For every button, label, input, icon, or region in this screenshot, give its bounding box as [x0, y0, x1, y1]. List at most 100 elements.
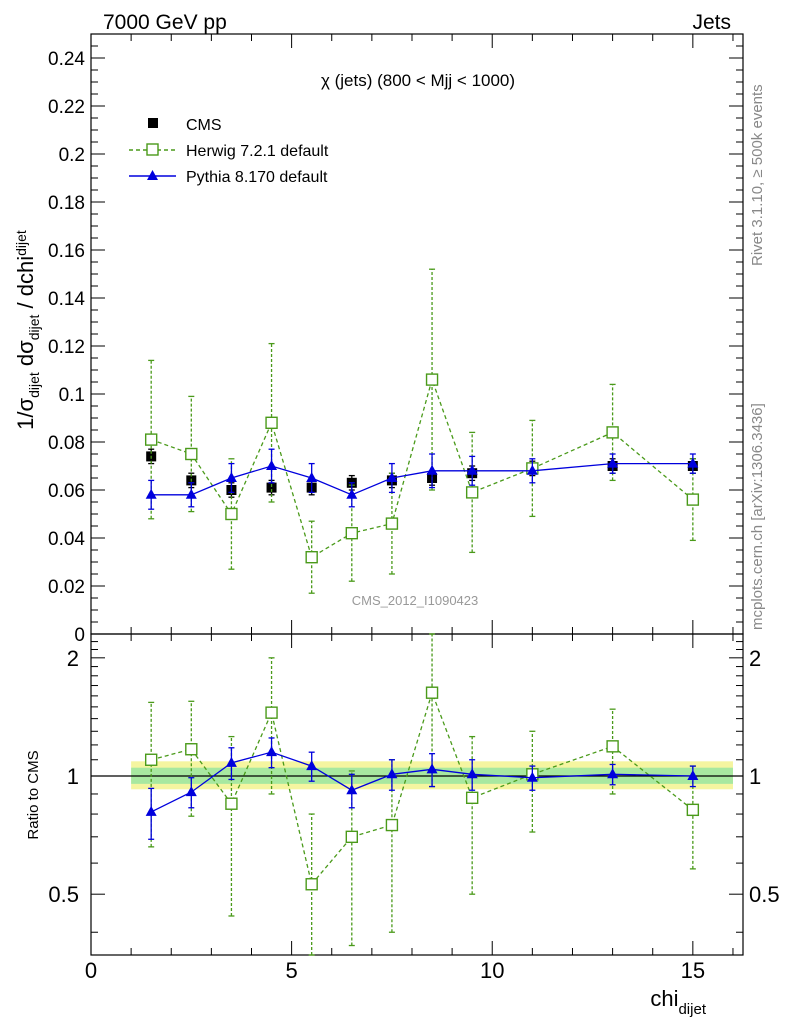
- main-pythia-point: [145, 488, 157, 499]
- legend-pythia-label: Pythia 8.170 default: [186, 169, 328, 186]
- main-y-tick-label: 0.2: [59, 145, 85, 166]
- main-y-tick-label: 0.14: [48, 289, 85, 310]
- ratio-pythia-point: [607, 768, 619, 779]
- ratio-pythia-point: [526, 771, 538, 782]
- main-herwig-point: [686, 493, 700, 506]
- y-label-part-1: 1/σ: [13, 397, 38, 429]
- rivet-note: Rivet 3.1.10, ≥ 500k events: [749, 84, 766, 266]
- main-herwig-line: [150, 377, 694, 559]
- ratio-panel: 0.5 0.5 1 1 2 2 0 5 10 15: [48, 633, 780, 983]
- ratio-pythia-point: [306, 760, 318, 771]
- ratio-pythia-point: [185, 786, 197, 797]
- ratio-pythia-point: [687, 770, 699, 781]
- y-label-sub-2: dijet: [26, 314, 42, 340]
- ratio-herwig-point: [225, 797, 238, 810]
- x-axis-label: chidijet: [650, 986, 706, 1018]
- main-y-tick-label: 0.1: [59, 385, 85, 406]
- ratio-herwig-point: [305, 878, 318, 891]
- ratio-pythia-point: [266, 746, 278, 757]
- main-pythia-point: [306, 472, 318, 482]
- ratio-pythia-point: [225, 756, 237, 767]
- main-herwig-point: [606, 426, 619, 439]
- main-y-tick-label: 0.18: [48, 193, 85, 214]
- x-tick-label: 15: [681, 958, 705, 983]
- main-y-tick-label: 0.12: [48, 337, 85, 358]
- ratio-y-axis-label: Ratio to CMS: [25, 750, 42, 839]
- main-y-tick-label: 0.16: [48, 241, 85, 262]
- ratio-y-tick-label-right: 0.5: [749, 882, 780, 907]
- x-tick-label: 0: [85, 958, 97, 983]
- main-herwig-point: [185, 447, 198, 461]
- header-right: Jets: [692, 11, 731, 34]
- main-herwig-point: [225, 507, 238, 521]
- ratio-pythia-line: [150, 751, 693, 813]
- y-label-sub-3: dijet: [13, 230, 29, 256]
- main-y-tick-label: 0.06: [48, 481, 85, 502]
- analysis-tag: CMS_2012_I1090423: [352, 593, 479, 608]
- main-y-tick-label: 0.02: [48, 577, 85, 598]
- legend-pythia-marker: [147, 170, 158, 180]
- main-pythia-point: [426, 464, 438, 475]
- main-herwig-point: [144, 433, 158, 446]
- ratio-pythia-point: [466, 768, 478, 779]
- ratio-pythia-point: [145, 805, 157, 816]
- legend-herwig-marker: [146, 143, 159, 156]
- ratio-herwig-point: [686, 803, 700, 817]
- main-herwig-point: [305, 551, 318, 564]
- legend: CMS Herwig 7.2.1 default Pythia 8.170 de…: [129, 117, 329, 186]
- main-pythia-line: [151, 462, 693, 496]
- main-y-axis-label: 1/σdijet dσdijet / dchidijet: [13, 230, 42, 430]
- main-herwig-point: [345, 527, 358, 540]
- x-label-sub: dijet: [678, 1001, 706, 1018]
- ratio-herwig-point: [606, 740, 619, 753]
- ratio-herwig-point: [144, 753, 158, 766]
- ratio-pythia-point: [346, 784, 358, 795]
- ratio-y-tick-label: 2: [67, 646, 79, 671]
- ratio-pythia-point: [426, 763, 438, 774]
- y-label-part-2: dσ: [13, 340, 38, 372]
- ratio-herwig-point: [425, 686, 439, 699]
- ratio-herwig-point: [265, 706, 278, 719]
- x-tick-label: 10: [480, 958, 504, 983]
- main-pythia-point: [687, 457, 699, 468]
- main-herwig-point: [425, 373, 439, 386]
- main-pythia-point: [346, 488, 358, 499]
- ratio-frame: [90, 633, 744, 956]
- main-herwig-point: [385, 517, 399, 530]
- ratio-y-tick-label-right: 1: [749, 764, 761, 789]
- mcplots-note: mcplots.cern.ch [arXiv:1306.3436]: [749, 403, 766, 630]
- main-cms-point: [266, 482, 277, 493]
- y-label-part-3: / dchi: [13, 256, 38, 315]
- main-y-tick-label: 0.04: [48, 529, 85, 550]
- plot-title: χ (jets) (800 < Mjj < 1000): [321, 71, 515, 90]
- main-y-tick-label: 0.08: [48, 433, 85, 454]
- main-panel: 0 0.02 0.04 0.06 0.08 0.1 0.12 0.14 0.16 0.18 0.2 0…: [48, 33, 744, 646]
- legend-herwig-label: Herwig 7.2.1 default: [186, 143, 329, 160]
- ratio-herwig-point: [385, 818, 399, 832]
- ratio-y-tick-label-right: 2: [749, 646, 761, 671]
- main-y-tick-label: 0.22: [48, 97, 85, 118]
- header-left: 7000 GeV pp: [103, 11, 227, 34]
- main-herwig-point: [465, 486, 479, 499]
- main-pythia-point: [266, 460, 278, 470]
- x-tick-label: 5: [285, 958, 297, 983]
- main-pythia-point: [386, 472, 398, 482]
- main-pythia-point: [185, 488, 197, 499]
- legend-cms-marker: [148, 118, 158, 128]
- main-herwig-point: [265, 416, 278, 429]
- main-y-tick-label: 0: [74, 625, 85, 646]
- ratio-herwig-point: [185, 743, 198, 756]
- ratio-y-tick-label: 0.5: [48, 882, 79, 907]
- main-pythia-point: [466, 464, 478, 475]
- main-y-tick-label: 0.24: [48, 49, 85, 70]
- ratio-herwig-point: [465, 791, 479, 805]
- main-pythia-point: [607, 457, 619, 468]
- x-label-main: chi: [650, 986, 678, 1011]
- main-pythia-point: [225, 472, 237, 482]
- y-label-sub-1: dijet: [26, 372, 42, 398]
- ratio-y-tick-label: 1: [67, 764, 79, 789]
- legend-cms-label: CMS: [186, 117, 222, 134]
- ratio-pythia-point: [386, 768, 398, 779]
- ratio-herwig-point: [345, 830, 358, 844]
